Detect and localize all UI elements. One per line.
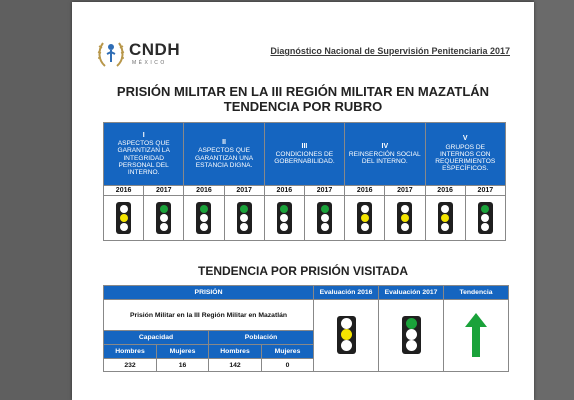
rubro-label: ASPECTOS QUE GARANTIZAN LA INTEGRIDAD PE… [117, 140, 170, 176]
cap-mujeres-header: Mujeres [156, 344, 209, 359]
rubro-header-5: V GRUPOS DE INTERNOS CON REQUERIMIENTOS E… [424, 122, 506, 186]
traffic-light-icon [357, 202, 373, 234]
cap-hombres-value: 232 [103, 358, 157, 372]
rubro-label: REINSERCIÓN SOCIAL DEL INTERNO. [348, 150, 421, 166]
rubro-light-row [102, 195, 507, 241]
year-label: 2017 [464, 185, 507, 196]
year-label: 2016 [424, 185, 466, 196]
eval-2017-cell [378, 299, 445, 372]
pob-hombres-value: 142 [208, 358, 262, 372]
traffic-light-icon [156, 202, 172, 234]
traffic-light-cell [464, 195, 507, 241]
capacidad-header: Capacidad [103, 330, 209, 345]
year-label: 2017 [303, 185, 346, 196]
prison-name: Prisión Militar en la III Región Militar… [102, 299, 315, 331]
eval-2016-header: Evaluación 2016 [313, 285, 380, 300]
tendencia-header: Tendencia [443, 285, 510, 300]
traffic-light-cell [384, 195, 426, 241]
traffic-light-cell [424, 195, 466, 241]
cndh-logo: CNDH MÉXICO [96, 38, 186, 70]
rubro-numeral: III [301, 142, 308, 150]
year-label: 2017 [143, 185, 185, 196]
rubro-table: I ASPECTOS QUE GARANTIZAN LA INTEGRIDAD P… [102, 122, 507, 241]
rubro-label: GRUPOS DE INTERNOS CON REQUERIMIENTOS ES… [435, 143, 496, 173]
prison-table: PRISIÓN Evaluación 2016 Evaluación 2017 … [102, 285, 510, 372]
viewer-background [534, 0, 574, 400]
rubro-label: ASPECTOS QUE GARANTIZAN UNA ESTANCIA DIG… [194, 147, 254, 169]
traffic-light-cell [263, 195, 305, 241]
tendencia-cell [443, 299, 510, 372]
traffic-light-cell [303, 195, 346, 241]
year-label: 2017 [384, 185, 426, 196]
year-label: 2017 [223, 185, 265, 196]
rubro-header-1: I ASPECTOS QUE GARANTIZAN LA INTEGRIDAD P… [102, 122, 185, 186]
traffic-light-cell [143, 195, 185, 241]
year-label: 2016 [344, 185, 386, 196]
cap-hombres-header: Hombres [103, 344, 157, 359]
poblacion-header: Población [207, 330, 315, 345]
traffic-light-icon [236, 202, 252, 234]
rubro-numeral: I [142, 131, 145, 139]
rubro-header-4: IV REINSERCIÓN SOCIAL DEL INTERNO. [344, 122, 426, 186]
laurel-emblem-icon [97, 42, 125, 67]
rubro-label: CONDICIONES DE GOBERNABILIDAD. [274, 150, 335, 166]
rubro-numeral: IV [381, 142, 389, 150]
traffic-light-icon [116, 202, 132, 234]
traffic-light-icon [437, 202, 453, 234]
logo-text: CNDH [129, 40, 181, 59]
eval-2016-cell [313, 299, 380, 372]
cap-mujeres-value: 16 [156, 358, 209, 372]
traffic-light-icon [477, 202, 493, 234]
eval-2017-header: Evaluación 2017 [378, 285, 445, 300]
traffic-light-cell [223, 195, 265, 241]
prison-header: PRISIÓN [102, 285, 315, 300]
rubro-year-row: 2016 2017 2016 2017 2016 2017 2016 2017 2016 2017 [102, 185, 507, 196]
traffic-light-cell [344, 195, 386, 241]
section-title: TENDENCIA POR PRISIÓN VISITADA [197, 264, 409, 278]
year-label: 2016 [102, 185, 145, 196]
traffic-light-icon [397, 202, 413, 234]
rubro-numeral: V [462, 135, 468, 143]
traffic-light-icon [317, 202, 333, 234]
rubro-numeral: II [222, 139, 226, 147]
year-label: 2016 [263, 185, 305, 196]
main-subtitle: TENDENCIA POR RUBRO [223, 99, 383, 114]
traffic-light-icon [196, 202, 212, 234]
pob-hombres-header: Hombres [208, 344, 262, 359]
rubro-header-2: II ASPECTOS QUE GARANTIZAN UNA ESTANCIA D… [183, 122, 265, 186]
rubro-header-3: III CONDICIONES DE GOBERNABILIDAD. [263, 122, 346, 186]
traffic-light-cell [102, 195, 145, 241]
document-page: CNDH MÉXICO Diagnóstico Nacional de Supe… [72, 2, 534, 400]
logo-subtitle: MÉXICO [132, 60, 167, 66]
year-label: 2016 [183, 185, 225, 196]
pob-mujeres-header: Mujeres [260, 344, 315, 359]
rubro-header-row: I ASPECTOS QUE GARANTIZAN LA INTEGRIDAD P… [102, 122, 506, 186]
arrow-up-icon [465, 312, 488, 357]
traffic-light-icon [276, 202, 292, 234]
traffic-light-icon [336, 315, 356, 354]
pob-mujeres-value: 0 [260, 358, 315, 372]
traffic-light-cell [183, 195, 225, 241]
document-title: Diagnóstico Nacional de Supervisión Peni… [270, 46, 510, 56]
main-title: PRISIÓN MILITAR EN LA III REGIÓN MILITAR… [116, 84, 490, 99]
traffic-light-icon [401, 315, 421, 354]
